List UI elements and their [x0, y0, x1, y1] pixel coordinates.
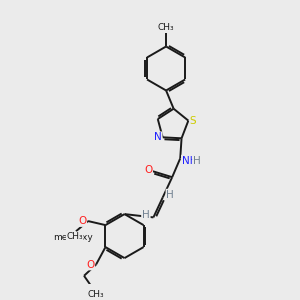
Text: O: O	[78, 216, 86, 226]
Text: N: N	[154, 132, 162, 142]
Text: H: H	[193, 156, 201, 166]
Text: CH₃: CH₃	[158, 23, 174, 32]
Text: O: O	[86, 260, 94, 269]
Text: CH₃: CH₃	[88, 290, 104, 299]
Text: H: H	[167, 190, 174, 200]
Text: NH: NH	[182, 156, 197, 166]
Text: S: S	[190, 116, 196, 126]
Text: CH₃: CH₃	[66, 232, 83, 241]
Text: O: O	[144, 165, 152, 175]
Text: H: H	[142, 210, 150, 220]
Text: methoxy: methoxy	[53, 233, 93, 242]
